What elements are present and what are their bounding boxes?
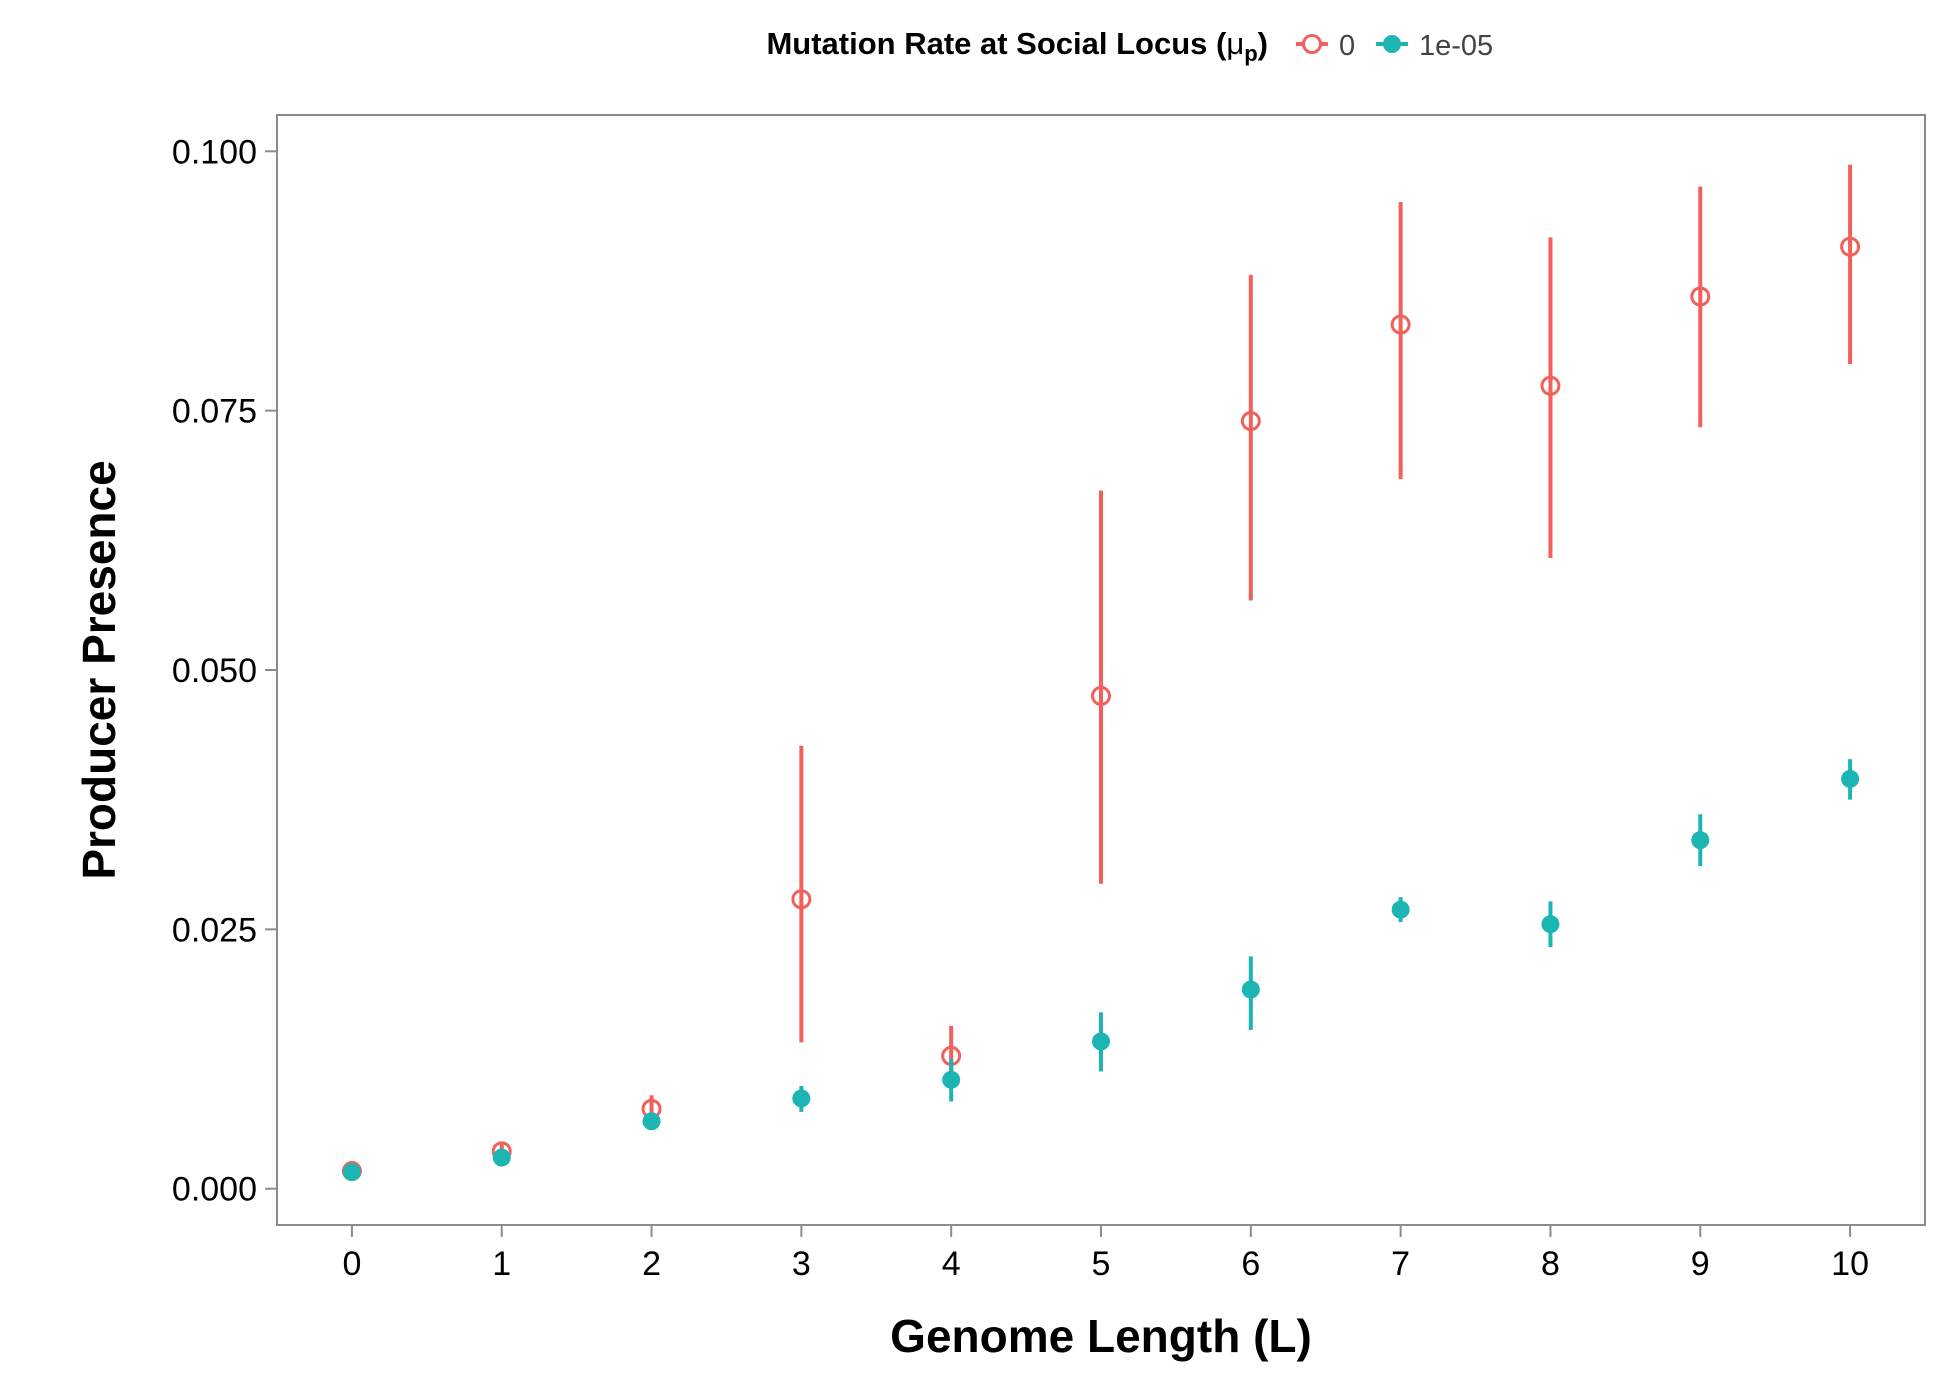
series-mu-1e-05 [342,759,1860,1182]
x-tick-label: 6 [1241,1245,1260,1283]
y-axis-title: Producer Presence [73,460,125,879]
legend-title-subscript: p [1244,41,1257,66]
x-tick-label: 3 [792,1245,811,1283]
data-point [492,1148,511,1167]
legend-label: 0 [1339,30,1355,62]
data-point [642,1112,661,1131]
legend-entry-mu-0: 0 [1296,30,1355,62]
x-tick-label: 4 [942,1245,961,1283]
data-point [342,1163,361,1182]
data-point [792,1089,811,1108]
x-tick-label: 10 [1831,1245,1869,1283]
x-axis-title: Genome Length (L) [890,1310,1312,1362]
legend: Mutation Rate at Social Locus (μp) 0 1e-0… [766,26,1493,66]
data-point [1690,286,1711,307]
x-tick-label: 5 [1092,1245,1111,1283]
y-tick-label: 0.050 [172,652,257,690]
legend-key-marker [1302,34,1322,54]
x-tick-label: 2 [642,1245,661,1283]
data-point [1541,915,1560,934]
x-tick-label: 0 [342,1245,361,1283]
data-point [791,889,812,910]
data-point [1840,236,1861,257]
data-point [1841,769,1860,788]
data-point [1091,685,1111,706]
x-tick-label: 1 [492,1245,511,1283]
data-point [1092,1032,1110,1051]
x-tick-label: 9 [1691,1245,1710,1283]
legend-title-close: ) [1258,26,1268,61]
y-tick-label: 0.000 [172,1171,257,1209]
y-axis: 0.000 0.025 0.050 0.075 0.100 [172,133,277,1209]
data-point [1240,411,1261,432]
series-mu-0 [341,164,1861,1182]
data-point [1241,980,1260,999]
legend-key-marker [1383,35,1401,53]
series-layer [341,164,1861,1182]
legend-title-main: Mutation Rate at Social Locus ( [766,26,1227,61]
data-point [1390,314,1411,335]
legend-title-symbol: μ [1226,26,1244,61]
y-tick-label: 0.025 [172,911,257,949]
legend-label: 1e-05 [1419,30,1493,62]
y-tick-label: 0.075 [172,393,257,431]
data-point [942,1070,961,1089]
x-tick-label: 7 [1391,1245,1410,1283]
data-point [1391,900,1410,919]
data-point [1691,831,1710,850]
x-tick-label: 8 [1541,1245,1560,1283]
x-axis: 0 1 2 3 4 5 6 7 8 9 10 [342,1225,1869,1283]
legend-entry-mu-1e-05: 1e-05 [1376,30,1493,62]
legend-title: Mutation Rate at Social Locus (μp) [766,26,1268,66]
y-tick-label: 0.100 [172,133,257,171]
data-point [1540,375,1561,396]
